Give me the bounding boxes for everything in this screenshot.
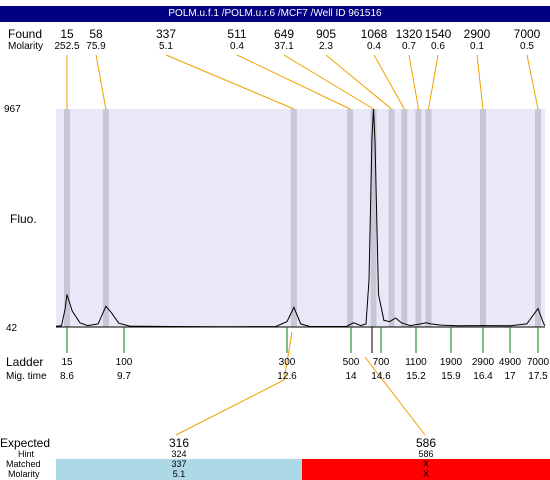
- ladder-migtime-1: 9.7: [117, 371, 131, 382]
- ladder-size-1: 100: [115, 357, 133, 368]
- expected-leader-0: [175, 331, 293, 436]
- ladder-migtime-7: 16.4: [473, 371, 493, 382]
- found-leader-3: [236, 54, 351, 110]
- expected-label: Expected: [0, 436, 51, 450]
- expected-molarity-label: Molarity: [8, 469, 40, 479]
- found-molarity-3: 0.4: [230, 41, 244, 52]
- expected-size-0: 316: [168, 436, 190, 450]
- ladder-size-6: 1900: [439, 357, 463, 368]
- ladder-label: Ladder: [6, 355, 44, 369]
- found-size-3: 511: [227, 27, 247, 41]
- expected-leader-1: [364, 356, 426, 436]
- ladder-migtime-8: 17: [504, 371, 516, 382]
- found-molarity-2: 5.1: [159, 41, 173, 52]
- found-molarity-9: 0.1: [470, 41, 484, 52]
- window-title: POLM.u.f.1 /POLM.u.r.6 /MCF7 /Well ID 96…: [0, 6, 550, 22]
- ladder-size-8: 4900: [498, 357, 522, 368]
- found-leader-10: [526, 54, 539, 110]
- found-leader-5: [325, 54, 392, 110]
- found-leader-7: [408, 54, 419, 110]
- found-leader-2: [165, 54, 295, 110]
- found-leader-1: [95, 54, 107, 110]
- found-label: Found: [8, 27, 43, 41]
- expected-molarity-1: X: [422, 469, 430, 479]
- expected-size-1: 586: [415, 436, 437, 450]
- ladder-migtime-0: 8.6: [60, 371, 74, 382]
- expected-matched-1: X: [422, 459, 430, 469]
- found-molarity-5: 2.3: [319, 41, 333, 52]
- ladder-size-0: 15: [61, 357, 73, 368]
- peak-band-7: [415, 109, 422, 327]
- peak-band-10: [535, 109, 541, 327]
- found-size-7: 1320: [395, 27, 423, 41]
- y-tick-max: 967: [4, 104, 21, 115]
- found-size-9: 2900: [463, 27, 491, 41]
- fluo-axis-label: Fluo.: [10, 212, 37, 226]
- found-size-10: 7000: [513, 27, 541, 41]
- found-leader-9: [476, 54, 484, 110]
- ladder-migtime-4: 14.6: [371, 371, 391, 382]
- ladder-migtime-3: 14: [345, 371, 357, 382]
- expected-hint-1: 586: [418, 449, 434, 459]
- peak-band-2: [290, 109, 297, 327]
- peak-band-3: [347, 109, 354, 327]
- expected-match-bar-1: [302, 459, 550, 480]
- fluorescence-trace: [55, 108, 546, 328]
- found-size-6: 1068: [360, 27, 388, 41]
- peak-band-9: [480, 109, 486, 327]
- ladder-size-2: 300: [278, 357, 296, 368]
- found-leader-4: [283, 54, 374, 110]
- peak-band-0: [64, 109, 70, 327]
- ladder-size-4: 700: [372, 357, 390, 368]
- ladder-size-9: 7000: [526, 357, 550, 368]
- ladder-migtime-2: 12.6: [277, 371, 297, 382]
- expected-matched-0: 337: [171, 459, 187, 469]
- y-tick-min: 42: [6, 323, 18, 334]
- found-leader-8: [428, 54, 439, 110]
- found-size-2: 337: [155, 27, 177, 41]
- ladder-size-3: 500: [342, 357, 360, 368]
- found-molarity-8: 0.6: [431, 41, 445, 52]
- found-molarity-7: 0.7: [402, 41, 416, 52]
- found-molarity-1: 75.9: [86, 41, 106, 52]
- found-size-8: 1540: [424, 27, 452, 41]
- found-size-0: 15: [60, 27, 74, 41]
- ladder-migtime-9: 17.5: [528, 371, 548, 382]
- found-molarity-10: 0.5: [520, 41, 534, 52]
- ladder-migtime-6: 15.9: [441, 371, 461, 382]
- found-size-1: 58: [89, 27, 103, 41]
- matched-label: Matched: [6, 459, 41, 469]
- peak-band-5: [388, 109, 395, 327]
- peak-band-6: [401, 109, 408, 327]
- plot-area: [56, 109, 545, 327]
- found-molarity-4: 37.1: [274, 41, 294, 52]
- expected-match-bar-0: [56, 459, 302, 480]
- ladder-migtime-5: 15.2: [406, 371, 426, 382]
- peak-band-1: [102, 109, 109, 327]
- ladder-size-7: 2900: [471, 357, 495, 368]
- migtime-label: Mig. time: [6, 371, 47, 382]
- expected-hint-0: 324: [171, 449, 187, 459]
- expected-molarity-0: 5.1: [172, 469, 186, 479]
- molarity-label: Molarity: [8, 41, 44, 52]
- hint-label: Hint: [18, 449, 35, 459]
- found-size-5: 905: [315, 27, 337, 41]
- ladder-size-5: 1100: [405, 357, 427, 368]
- found-leader-6: [373, 54, 405, 110]
- peak-band-4: [370, 109, 377, 327]
- found-molarity-0: 252.5: [54, 41, 80, 52]
- found-molarity-6: 0.4: [367, 41, 381, 52]
- found-size-4: 649: [273, 27, 295, 41]
- peak-band-8: [425, 109, 432, 327]
